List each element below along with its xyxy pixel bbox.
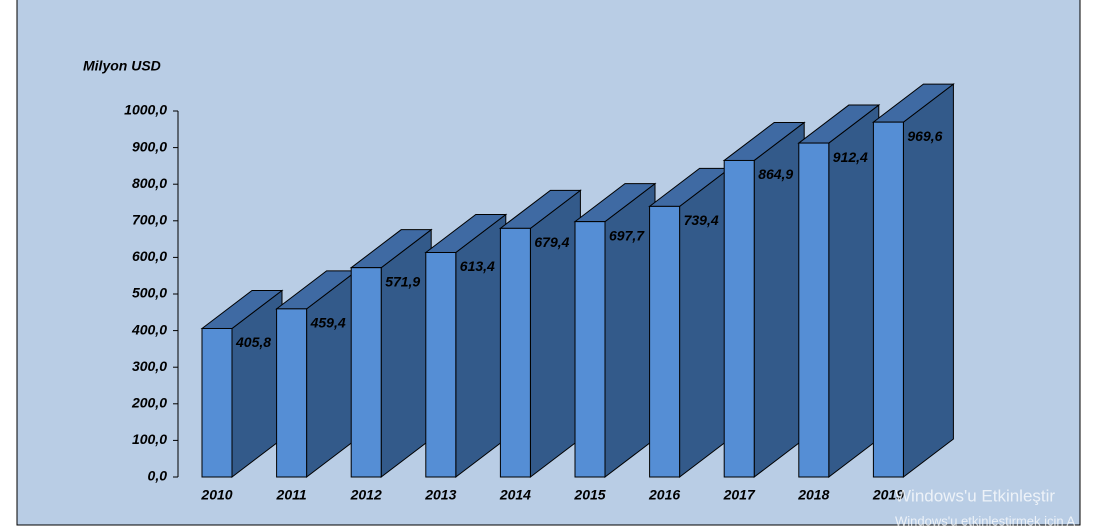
x-tick-label: 2011 xyxy=(276,487,307,503)
y-tick-label: 800,0 xyxy=(132,175,167,191)
x-tick-label: 2015 xyxy=(573,487,605,503)
bar xyxy=(723,159,755,478)
y-tick-label: 600,0 xyxy=(132,248,167,264)
x-tick-label: 2012 xyxy=(350,487,382,503)
bar xyxy=(350,267,382,478)
y-tick-label: 200,0 xyxy=(131,395,167,411)
x-tick-label: 2017 xyxy=(723,487,756,503)
y-tick-label: 900,0 xyxy=(132,138,167,154)
bar xyxy=(872,121,904,478)
y-axis-label: Milyon USD xyxy=(83,58,161,74)
bar xyxy=(649,205,681,478)
x-tick-label: 2010 xyxy=(200,487,232,503)
y-tick-label: 100,0 xyxy=(132,431,167,447)
y-tick-label: 1000,0 xyxy=(124,102,167,118)
value-label: 912,4 xyxy=(833,149,868,165)
x-tick-label: 2013 xyxy=(424,487,456,503)
value-label: 405,8 xyxy=(235,334,271,350)
y-tick-label: 400,0 xyxy=(131,321,167,337)
bar xyxy=(574,221,606,478)
bar xyxy=(276,308,308,478)
x-tick-label: 2018 xyxy=(797,487,829,503)
y-tick-label: 700,0 xyxy=(132,212,167,228)
bar xyxy=(798,142,830,478)
bar-side xyxy=(455,213,507,479)
value-label: 571,9 xyxy=(385,273,420,289)
y-tick-label: 500,0 xyxy=(132,285,167,301)
bar xyxy=(201,327,233,478)
bar xyxy=(425,251,457,478)
x-tick-label: 2016 xyxy=(648,487,680,503)
value-label: 969,6 xyxy=(907,128,942,144)
bar xyxy=(499,227,531,478)
value-label: 739,4 xyxy=(684,212,719,228)
value-label: 679,4 xyxy=(534,234,569,250)
value-label: 697,7 xyxy=(609,227,645,243)
watermark-title: Windows'u Etkinleştir xyxy=(895,486,1055,505)
x-tick-label: 2014 xyxy=(499,487,531,503)
x-tick-label: 2019 xyxy=(872,487,904,503)
value-label: 613,4 xyxy=(460,258,495,274)
value-label: 459,4 xyxy=(310,315,346,331)
bar-side xyxy=(380,228,432,479)
y-tick-label: 0,0 xyxy=(148,468,168,484)
y-tick-label: 300,0 xyxy=(132,358,167,374)
value-label: 864,9 xyxy=(758,166,793,182)
watermark-subtitle: Windows'u etkinleştirmek için A xyxy=(895,513,1076,528)
